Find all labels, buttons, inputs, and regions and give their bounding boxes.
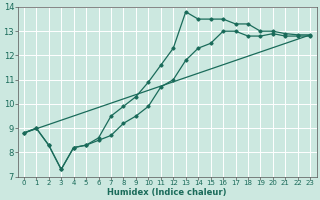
X-axis label: Humidex (Indice chaleur): Humidex (Indice chaleur) bbox=[107, 188, 227, 197]
